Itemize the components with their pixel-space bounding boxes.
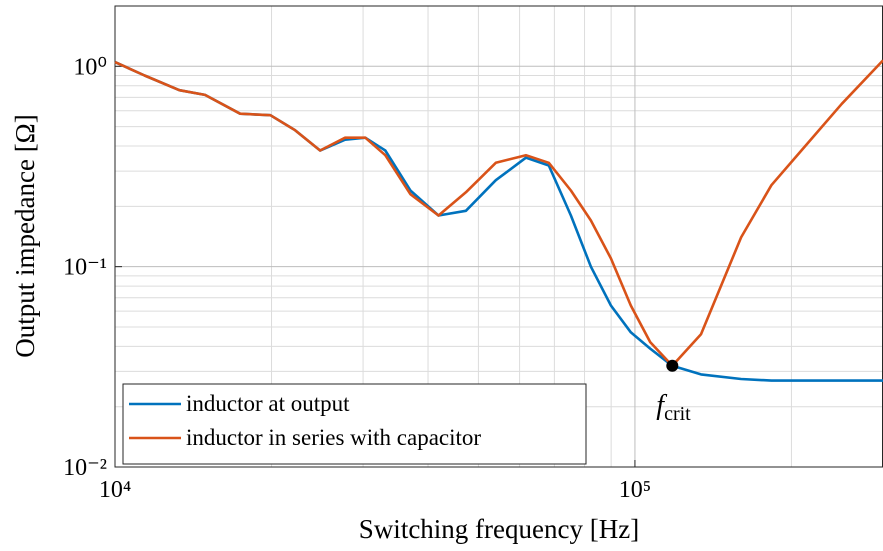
x-axis-label: Switching frequency [Hz]	[359, 514, 639, 544]
y-axis-label: Output impedance [Ω]	[10, 114, 40, 358]
y-tick-label: 10⁻²	[63, 455, 107, 481]
legend-label: inductor at output	[186, 391, 350, 416]
series-line	[114, 60, 883, 382]
series-line	[114, 59, 883, 368]
annotation-symbol: f	[656, 390, 667, 421]
x-tick-label: 10⁴	[99, 477, 131, 503]
annotation-label: fcrit	[656, 390, 691, 425]
legend-box	[122, 383, 587, 465]
legend-label: inductor in series with capacitor	[186, 425, 481, 450]
annotation-subscript: crit	[664, 403, 691, 425]
x-tick-label: 10⁵	[619, 477, 651, 503]
y-tick-label: 10⁰	[73, 54, 107, 80]
y-tick-label: 10⁻¹	[63, 255, 107, 281]
annotation-point	[666, 359, 679, 372]
